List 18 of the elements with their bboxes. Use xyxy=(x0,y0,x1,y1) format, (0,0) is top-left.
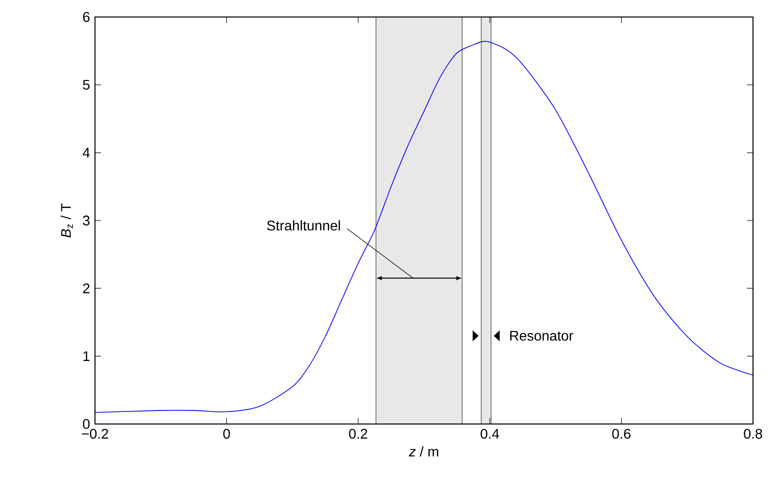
y-tick-label: 6 xyxy=(83,12,90,22)
x-tick-label: −0.2 xyxy=(82,428,108,439)
y-tick-label: 1 xyxy=(83,351,90,361)
y-tick-label: 5 xyxy=(82,80,90,90)
y-axis-title: B$_{z}$ / T xyxy=(60,203,73,238)
y-tick-label: 4 xyxy=(82,148,90,158)
x-tick-label: 0 xyxy=(223,428,230,439)
x-tick-label: 0.2 xyxy=(349,428,368,439)
y-tick-label: 2 xyxy=(83,283,90,294)
y-tick-label: 0 xyxy=(82,419,90,429)
x-axis-title: z / m xyxy=(408,446,438,456)
x-tick-label: 0.8 xyxy=(744,428,762,439)
x-tick-label: 0.4 xyxy=(480,428,500,439)
line-series xyxy=(95,40,754,413)
x-tick-label: 0.6 xyxy=(612,428,630,439)
band-label: Strahltunnel xyxy=(267,220,340,231)
band-label: Resonator xyxy=(510,330,574,341)
y-tick-label: 3 xyxy=(82,216,90,226)
